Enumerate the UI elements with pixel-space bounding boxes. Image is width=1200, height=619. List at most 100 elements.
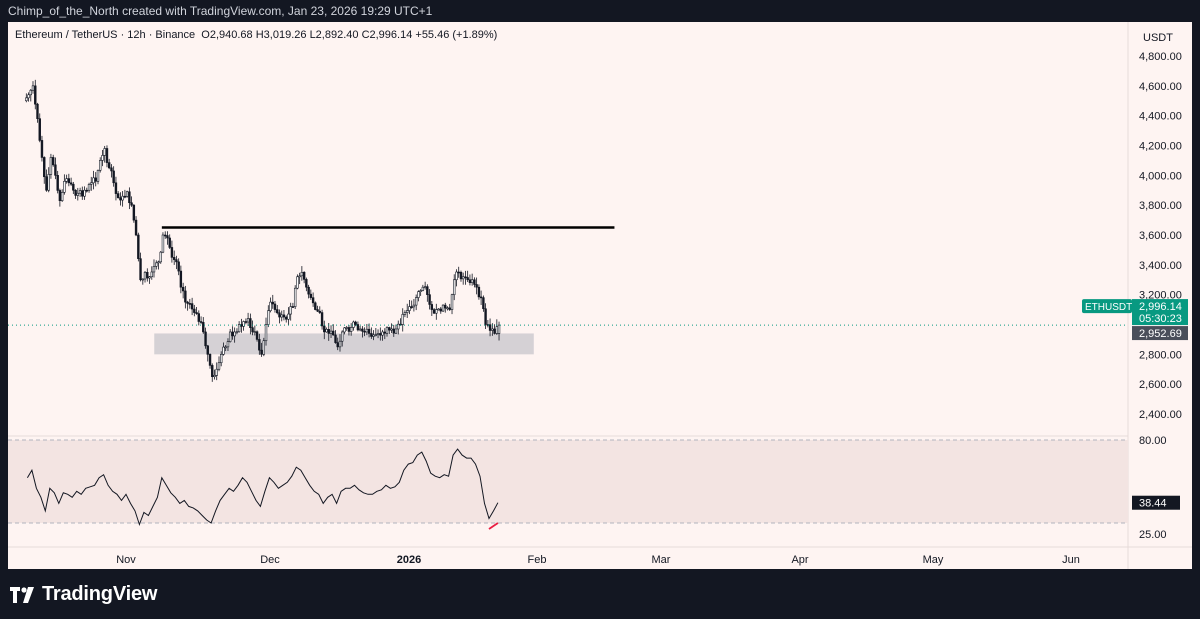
- candle-down: [34, 85, 37, 105]
- candle-up: [235, 331, 239, 334]
- candle-up: [92, 177, 95, 184]
- candle-down: [81, 190, 84, 197]
- candle-down: [477, 286, 481, 298]
- candle-down: [444, 304, 447, 309]
- candle-up: [159, 251, 162, 263]
- candle-up: [226, 341, 230, 348]
- candle-down: [251, 327, 254, 333]
- candle-down: [172, 257, 176, 260]
- candle-up: [267, 310, 270, 325]
- candle-up: [264, 324, 268, 342]
- candle-down: [361, 328, 364, 332]
- candle-down: [164, 234, 167, 237]
- candle-up: [47, 174, 50, 191]
- candle-up: [397, 323, 400, 330]
- candle-up: [76, 192, 80, 196]
- candle-down: [464, 276, 467, 279]
- support-zone-rect[interactable]: [154, 333, 534, 355]
- tradingview-logo[interactable]: TradingView: [10, 583, 157, 606]
- chart-panel[interactable]: USDT 4,800.00 4,600.00 4,400.00 4,200.00 4,00…: [8, 22, 1192, 569]
- candle-down: [177, 261, 180, 272]
- price-axis-tick: 2,800.00: [1139, 349, 1182, 361]
- candle-up: [293, 287, 297, 307]
- candle-up: [455, 271, 458, 281]
- candle-down: [493, 328, 496, 334]
- candle-down: [305, 279, 308, 288]
- candle-down: [197, 313, 200, 322]
- candle-down: [356, 324, 360, 331]
- candle-up: [345, 327, 348, 329]
- candle-down: [479, 296, 483, 299]
- price-axis-tick: 2,400.00: [1139, 409, 1182, 421]
- candle-down: [186, 301, 189, 304]
- candle-up: [253, 331, 257, 333]
- candle-down: [211, 365, 214, 378]
- candle-down: [432, 309, 436, 314]
- tradingview-logo-icon: [10, 586, 34, 603]
- candle-down: [482, 297, 485, 310]
- symbol-tag-bg: [1082, 299, 1132, 314]
- candle-down: [302, 271, 306, 280]
- candle-up: [228, 331, 232, 342]
- candle-up: [495, 326, 499, 334]
- candle-down: [184, 290, 187, 303]
- price-axis-currency: USDT: [1143, 32, 1173, 44]
- candle-up: [99, 160, 102, 171]
- candle-up: [213, 375, 216, 378]
- candle-down: [466, 277, 469, 281]
- candle-down: [354, 321, 357, 325]
- candle-down: [276, 309, 279, 314]
- candle-down: [105, 148, 109, 163]
- candle-up: [155, 262, 158, 267]
- price-axis-tick: 2,600.00: [1139, 379, 1182, 391]
- price-axis-tick: 4,800.00: [1139, 51, 1182, 63]
- candle-up: [340, 331, 344, 342]
- candle-up: [237, 324, 241, 333]
- candle-up: [65, 178, 68, 182]
- candle-up: [417, 291, 420, 298]
- candle-down: [72, 183, 75, 191]
- candle-up: [269, 301, 272, 312]
- candle-up: [78, 190, 82, 194]
- candle-up: [497, 324, 501, 334]
- candle-down: [36, 103, 39, 119]
- candle-up: [419, 290, 422, 292]
- candle-down: [94, 177, 97, 182]
- symbol-legend: Ethereum / TetherUS · 12h · Binance O2,9…: [15, 29, 497, 41]
- candle-up: [217, 362, 221, 370]
- candle-down: [332, 330, 335, 336]
- candle-up: [381, 331, 384, 336]
- candle-down: [179, 270, 183, 288]
- candle-down: [255, 331, 259, 340]
- candle-down: [188, 303, 192, 305]
- candle-down: [273, 303, 277, 310]
- candle-down: [193, 308, 196, 313]
- time-axis-label: Mar: [652, 554, 671, 566]
- candle-up: [423, 286, 427, 288]
- credit-text: Chimp_of_the_North created with TradingV…: [8, 4, 433, 18]
- candle-down: [58, 190, 62, 201]
- time-axis-label: Nov: [116, 554, 136, 566]
- candle-down: [370, 333, 373, 337]
- candle-down: [170, 247, 174, 258]
- candle-down: [347, 327, 351, 332]
- candle-up: [157, 261, 160, 264]
- time-axis-label: Jun: [1062, 554, 1080, 566]
- bottom-bar: TradingView: [0, 569, 1200, 619]
- rsi-divergence-line[interactable]: [488, 522, 499, 530]
- chart-svg[interactable]: USDT 4,800.00 4,600.00 4,400.00 4,200.00 4,00…: [8, 22, 1192, 569]
- price-axis-tick: 3,200.00: [1139, 290, 1182, 302]
- candle-down: [459, 271, 463, 280]
- rsi-axis-tick: 25.00: [1139, 529, 1167, 541]
- countdown-text: 05:30:23: [1139, 313, 1182, 325]
- candle-down: [168, 237, 171, 248]
- candle-down: [468, 279, 472, 283]
- price-axis-tick: 4,400.00: [1139, 111, 1182, 123]
- candle-down: [473, 279, 476, 285]
- candle-up: [63, 181, 66, 193]
- candle-down: [206, 345, 209, 355]
- candle-up: [349, 327, 353, 332]
- candle-down: [367, 328, 371, 334]
- candle-down: [392, 328, 395, 334]
- candle-down: [327, 329, 330, 334]
